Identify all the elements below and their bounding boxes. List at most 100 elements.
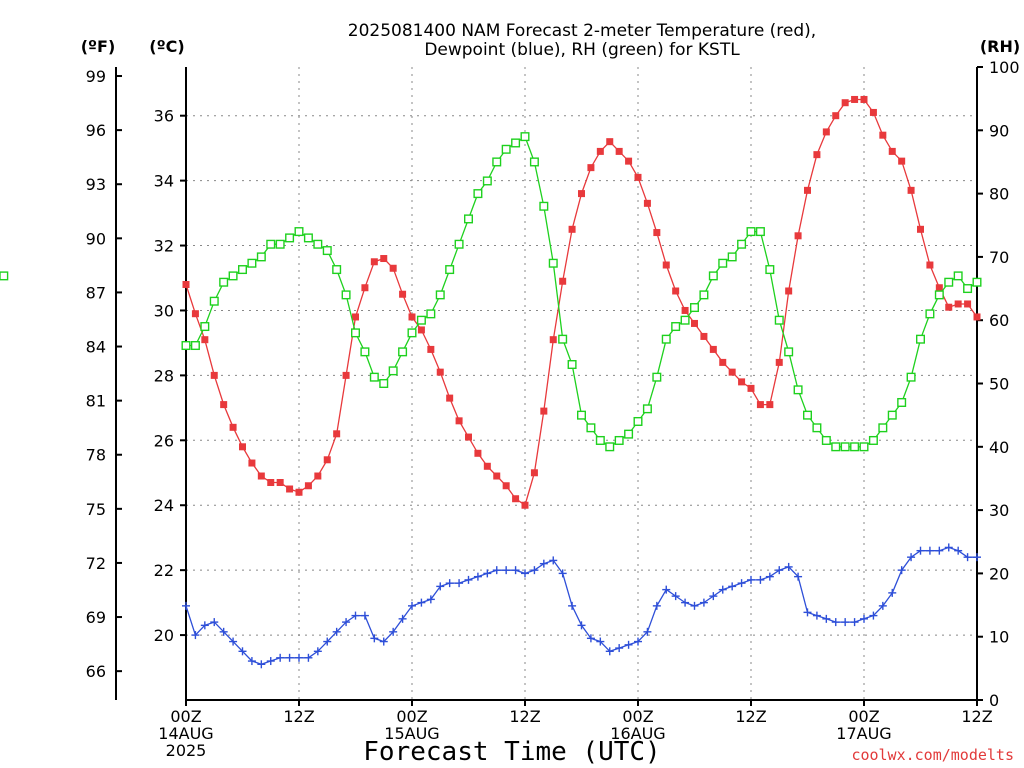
- point-temperature: [342, 371, 350, 379]
- point-dewpoint: [426, 595, 435, 604]
- point-rh: [529, 157, 539, 167]
- point-rh: [520, 132, 530, 142]
- point-temperature: [267, 479, 275, 487]
- point-temperature: [964, 300, 972, 308]
- point-dewpoint: [549, 556, 558, 565]
- rh-tick-label: 0: [989, 691, 999, 710]
- point-rh: [303, 233, 313, 243]
- fahrenheit-tick-label: 66: [86, 662, 106, 681]
- point-rh: [285, 233, 295, 243]
- point-dewpoint: [652, 601, 661, 610]
- point-temperature: [578, 190, 585, 198]
- point-rh: [897, 397, 907, 407]
- point-temperature: [822, 128, 830, 136]
- point-rh: [633, 416, 643, 426]
- point-dewpoint: [332, 627, 341, 636]
- rh-tick-label: 80: [989, 185, 1009, 204]
- x-tick-label: 14AUG: [158, 724, 213, 743]
- point-dewpoint: [351, 611, 360, 620]
- point-rh: [624, 429, 634, 439]
- point-temperature: [719, 358, 727, 366]
- point-rh: [934, 290, 944, 300]
- point-dewpoint: [379, 637, 388, 646]
- point-rh: [360, 347, 370, 357]
- point-temperature: [530, 469, 538, 477]
- point-temperature: [907, 186, 915, 194]
- point-temperature: [559, 277, 567, 285]
- point-temperature: [700, 332, 708, 340]
- point-temperature: [493, 472, 501, 480]
- point-temperature: [615, 147, 623, 155]
- point-rh: [755, 227, 765, 237]
- point-dewpoint: [473, 572, 482, 581]
- point-temperature: [709, 345, 717, 353]
- point-temperature: [879, 131, 887, 139]
- point-temperature: [898, 157, 906, 165]
- point-dewpoint: [765, 572, 774, 581]
- point-rh: [944, 277, 954, 287]
- point-dewpoint: [370, 634, 379, 643]
- rh-tick-label: 10: [989, 628, 1009, 647]
- point-temperature: [399, 290, 407, 298]
- point-rh: [821, 435, 831, 445]
- point-dewpoint: [973, 553, 981, 562]
- point-dewpoint: [662, 585, 671, 594]
- point-dewpoint: [925, 546, 934, 555]
- point-dewpoint: [935, 546, 944, 555]
- point-temperature: [483, 462, 491, 470]
- fahrenheit-tick-label: 72: [86, 554, 106, 573]
- point-rh: [237, 265, 247, 275]
- unit-celsius: (ºC): [149, 37, 184, 56]
- point-temperature: [540, 407, 548, 415]
- x-tick-label: 16AUG: [610, 724, 665, 743]
- point-rh: [341, 290, 351, 300]
- point-temperature: [427, 345, 435, 353]
- point-rh: [963, 284, 973, 294]
- point-dewpoint: [775, 566, 784, 575]
- point-temperature: [738, 378, 746, 386]
- point-dewpoint: [539, 559, 548, 568]
- x-tick-label: 15AUG: [384, 724, 439, 743]
- point-temperature: [286, 485, 294, 493]
- point-dewpoint: [718, 585, 727, 594]
- point-dewpoint: [521, 569, 529, 578]
- point-temperature: [804, 186, 811, 194]
- point-temperature: [775, 358, 783, 366]
- point-rh: [803, 410, 813, 420]
- point-rh: [906, 372, 916, 382]
- point-dewpoint: [238, 647, 247, 656]
- point-rh: [294, 227, 304, 237]
- point-dewpoint: [408, 601, 416, 610]
- point-temperature: [304, 482, 312, 490]
- point-rh: [200, 322, 210, 332]
- x-tick-label: 12Z: [735, 707, 766, 726]
- point-rh: [652, 372, 662, 382]
- series-line-rh: [186, 135, 978, 448]
- rh-tick-label: 100: [989, 58, 1020, 77]
- point-rh: [661, 334, 671, 344]
- point-dewpoint: [907, 553, 916, 562]
- point-dewpoint: [699, 598, 708, 607]
- point-dewpoint: [954, 546, 963, 555]
- point-rh: [558, 334, 568, 344]
- point-temperature: [766, 401, 774, 409]
- celsius-tick-label: 30: [154, 301, 174, 320]
- point-rh: [416, 315, 426, 325]
- point-rh: [868, 435, 878, 445]
- point-temperature: [888, 147, 896, 155]
- celsius-tick-label: 36: [154, 107, 174, 126]
- point-rh: [0, 271, 9, 281]
- fahrenheit-tick-label: 93: [86, 175, 106, 194]
- point-temperature: [935, 284, 943, 292]
- point-dewpoint: [530, 566, 539, 575]
- point-rh: [228, 271, 238, 281]
- point-dewpoint: [229, 637, 238, 646]
- point-dewpoint: [944, 543, 953, 552]
- point-rh: [501, 144, 511, 154]
- point-dewpoint: [681, 598, 690, 607]
- point-temperature: [512, 495, 520, 503]
- point-rh: [642, 404, 652, 414]
- point-rh: [539, 201, 549, 211]
- fahrenheit-tick-label: 81: [86, 392, 106, 411]
- point-dewpoint: [709, 592, 718, 601]
